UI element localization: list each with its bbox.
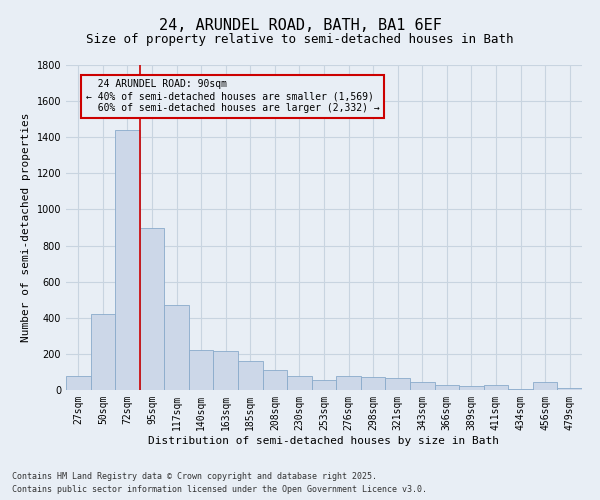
Text: 24 ARUNDEL ROAD: 90sqm
← 40% of semi-detached houses are smaller (1,569)
  60% o: 24 ARUNDEL ROAD: 90sqm ← 40% of semi-det… [86, 80, 379, 112]
Bar [410, 382, 434, 390]
Bar [385, 378, 410, 390]
Bar [336, 376, 361, 390]
Bar [557, 388, 582, 390]
Bar [508, 389, 533, 390]
Text: Contains HM Land Registry data © Crown copyright and database right 2025.: Contains HM Land Registry data © Crown c… [12, 472, 377, 481]
Bar [214, 351, 238, 390]
Bar [434, 384, 459, 390]
Bar [164, 305, 189, 390]
Bar [66, 376, 91, 390]
Text: Contains public sector information licensed under the Open Government Licence v3: Contains public sector information licen… [12, 485, 427, 494]
Bar [91, 314, 115, 390]
Bar [484, 386, 508, 390]
Bar [140, 228, 164, 390]
Bar [287, 376, 312, 390]
Bar [361, 378, 385, 390]
X-axis label: Distribution of semi-detached houses by size in Bath: Distribution of semi-detached houses by … [149, 436, 499, 446]
Bar [533, 382, 557, 390]
Text: Size of property relative to semi-detached houses in Bath: Size of property relative to semi-detach… [86, 32, 514, 46]
Bar [189, 350, 214, 390]
Bar [238, 361, 263, 390]
Bar [115, 130, 140, 390]
Bar [263, 370, 287, 390]
Text: 24, ARUNDEL ROAD, BATH, BA1 6EF: 24, ARUNDEL ROAD, BATH, BA1 6EF [158, 18, 442, 32]
Bar [312, 380, 336, 390]
Y-axis label: Number of semi-detached properties: Number of semi-detached properties [21, 113, 31, 342]
Bar [459, 386, 484, 390]
